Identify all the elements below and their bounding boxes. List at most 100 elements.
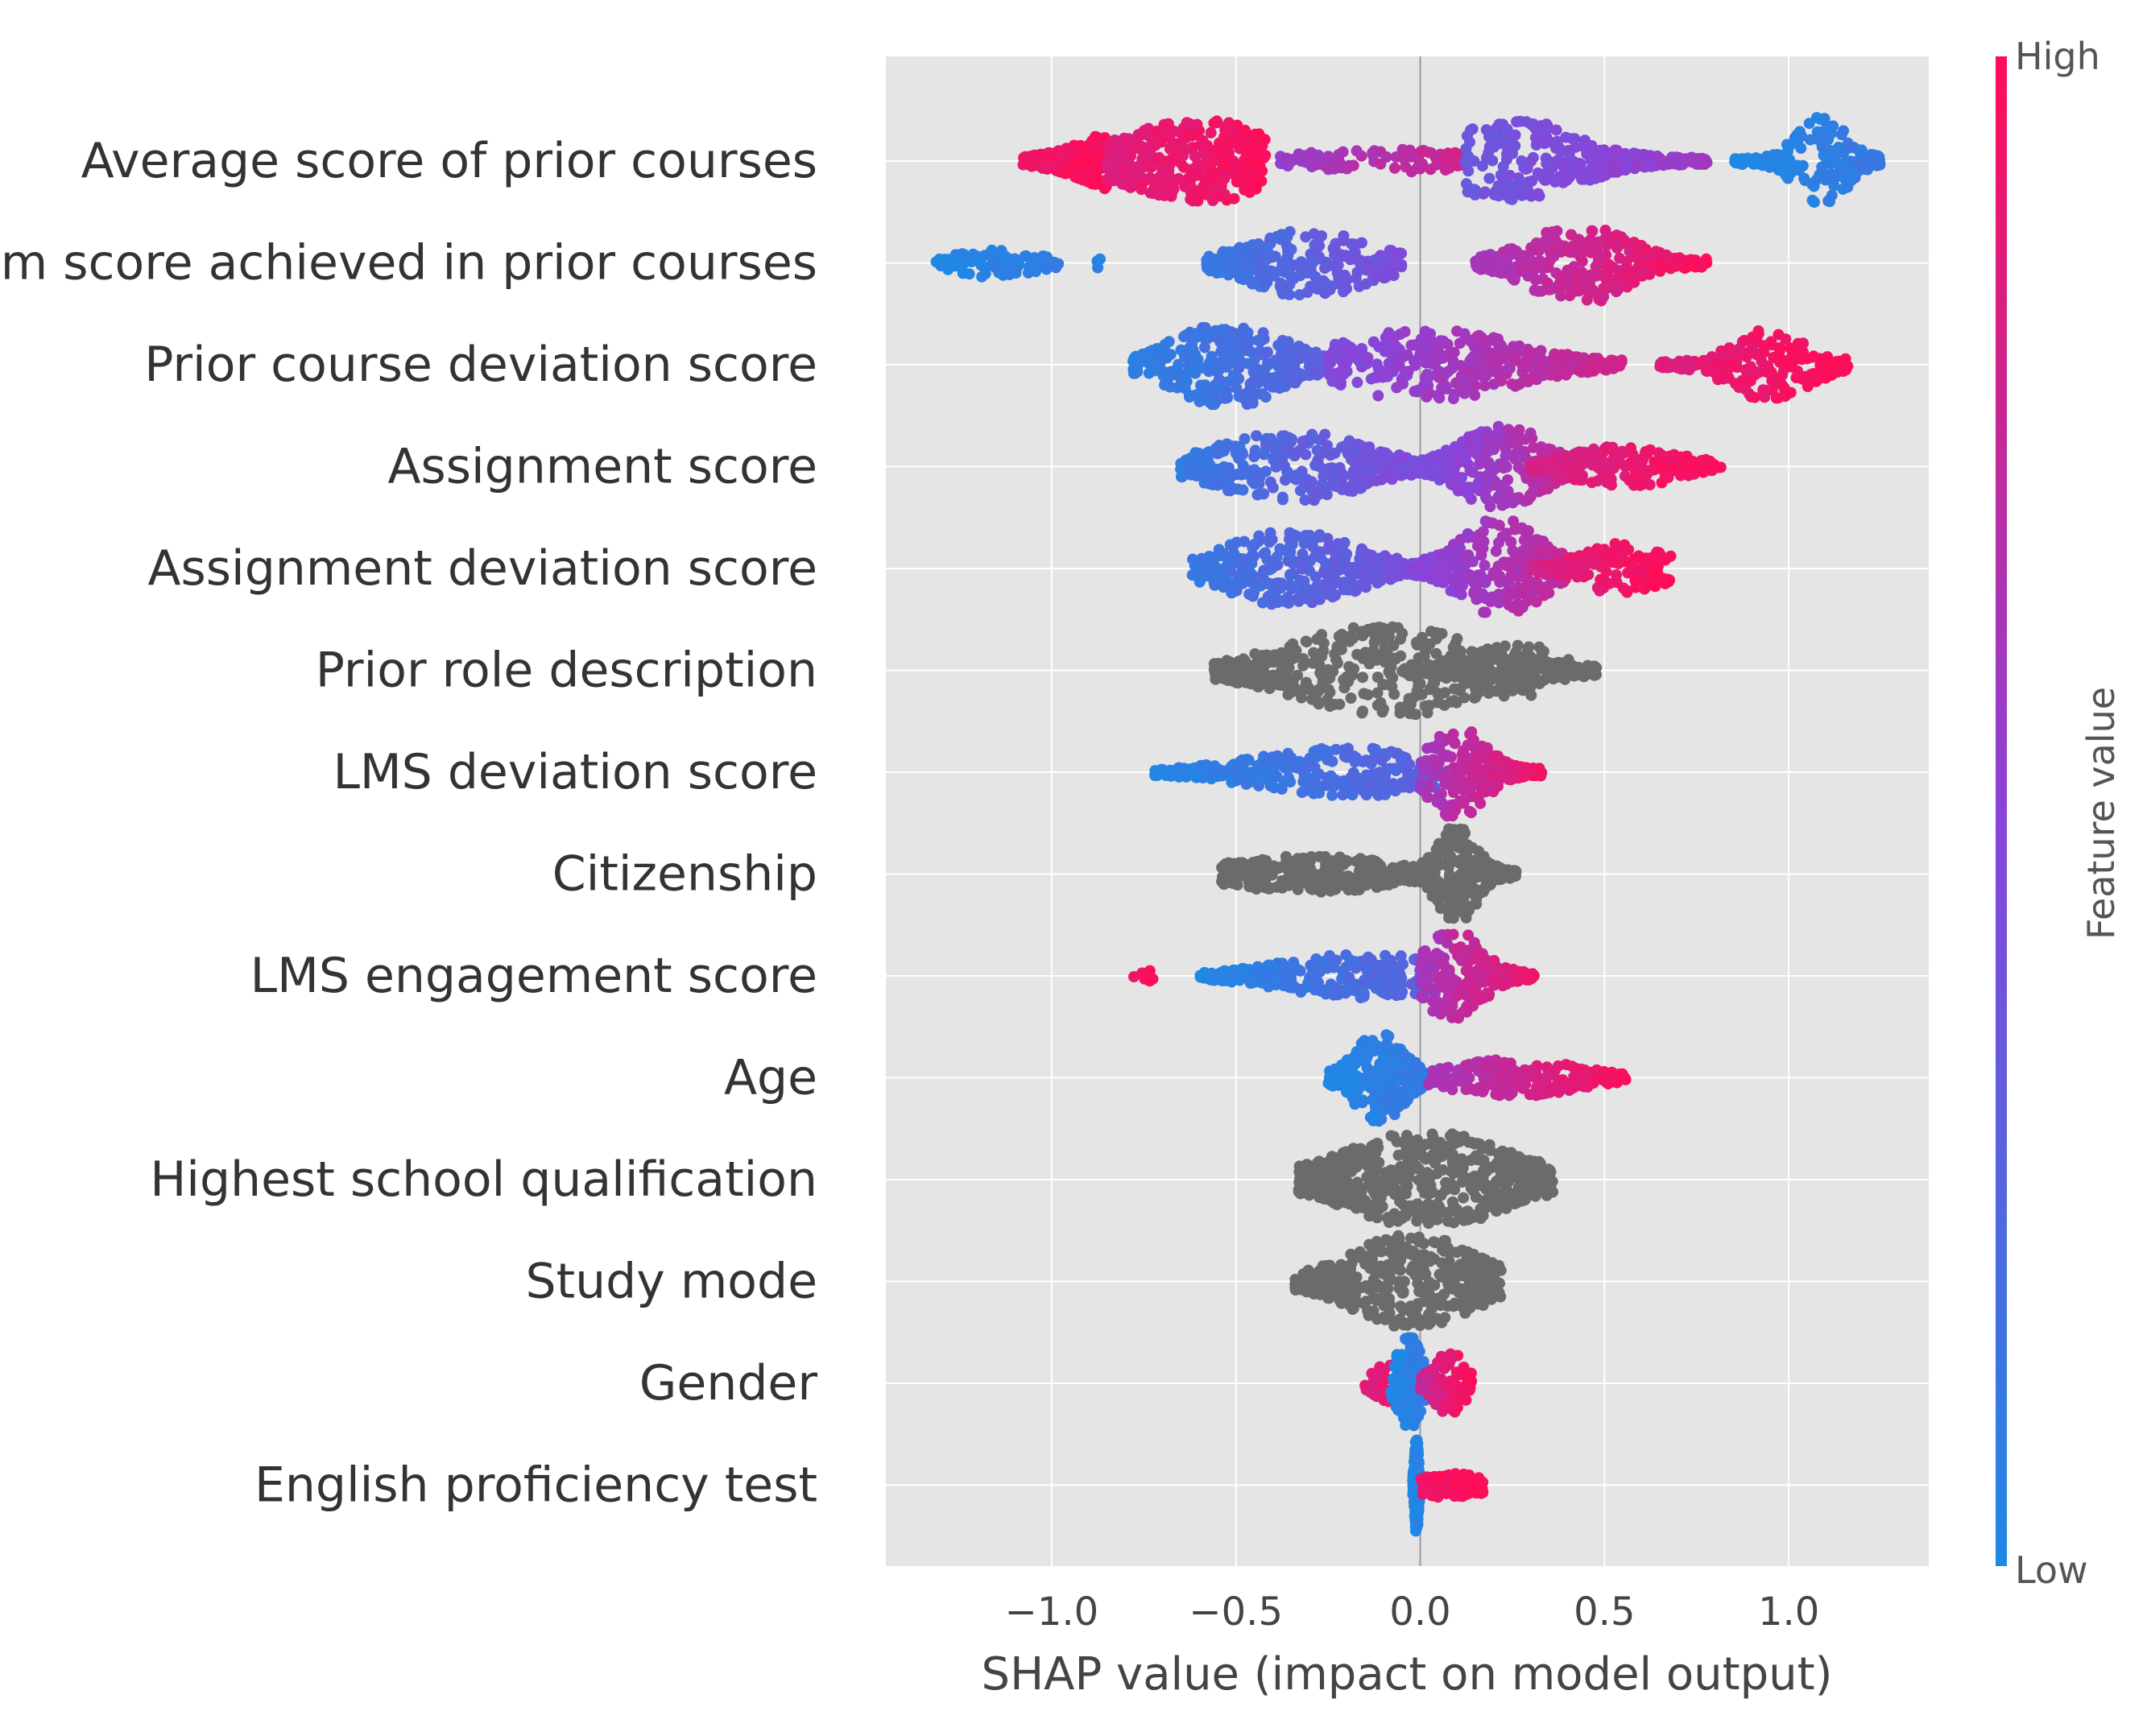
shap-point bbox=[1780, 333, 1792, 345]
shap-point bbox=[1674, 155, 1686, 167]
shap-point bbox=[1301, 636, 1313, 648]
shap-point bbox=[1168, 184, 1180, 195]
shap-point bbox=[1520, 187, 1533, 199]
shap-point bbox=[1340, 250, 1351, 262]
shap-point bbox=[1247, 590, 1259, 602]
shap-point bbox=[1218, 168, 1230, 180]
shap-point bbox=[1195, 379, 1207, 391]
shap-point bbox=[1603, 577, 1615, 589]
shap-point bbox=[1611, 144, 1623, 156]
shap-point bbox=[1149, 139, 1161, 151]
shap-point bbox=[1213, 146, 1225, 158]
shap-point bbox=[1253, 128, 1265, 140]
shap-point bbox=[1391, 382, 1403, 394]
shap-point bbox=[1443, 161, 1455, 173]
shap-point bbox=[1311, 444, 1323, 457]
shap-point bbox=[1243, 465, 1255, 477]
shap-point bbox=[1535, 242, 1547, 254]
shap-point bbox=[1411, 684, 1423, 696]
shap-point bbox=[1204, 161, 1215, 173]
shap-point bbox=[1313, 529, 1326, 541]
shap-point bbox=[1357, 554, 1368, 566]
shap-point bbox=[1869, 151, 1881, 163]
shap-point bbox=[1464, 438, 1476, 450]
shap-point bbox=[1822, 356, 1835, 368]
shap-point bbox=[1296, 563, 1308, 575]
shap-point bbox=[1554, 283, 1566, 295]
shap-point bbox=[1274, 280, 1286, 292]
shap-point bbox=[1372, 451, 1384, 463]
shap-point bbox=[1331, 160, 1343, 172]
shap-point bbox=[1356, 707, 1368, 719]
shap-point bbox=[1488, 130, 1500, 142]
shap-point bbox=[1600, 364, 1612, 376]
shap-point bbox=[1364, 475, 1375, 487]
shap-point bbox=[1343, 346, 1355, 358]
shap-point bbox=[1586, 477, 1598, 489]
shap-point bbox=[1360, 581, 1372, 593]
shap-point bbox=[1252, 334, 1264, 346]
shap-point bbox=[1763, 363, 1774, 374]
shap-point bbox=[1205, 190, 1217, 202]
shap-point bbox=[930, 256, 942, 268]
shap-point bbox=[1592, 157, 1604, 169]
shap-point bbox=[1462, 528, 1474, 539]
shap-point bbox=[1572, 551, 1584, 563]
shap-point bbox=[1498, 460, 1509, 472]
shap-point bbox=[1799, 175, 1811, 187]
shap-point bbox=[1492, 180, 1504, 192]
shap-point bbox=[1142, 357, 1154, 369]
shap-point bbox=[1333, 630, 1345, 643]
shap-point bbox=[1330, 480, 1341, 492]
shap-point bbox=[1367, 336, 1380, 348]
shap-point bbox=[1479, 606, 1491, 618]
shap-point bbox=[1584, 361, 1596, 373]
shap-point bbox=[1375, 158, 1387, 170]
shap-point bbox=[1253, 173, 1265, 185]
shap-point bbox=[1424, 370, 1436, 382]
shap-point bbox=[1311, 633, 1323, 645]
shap-point bbox=[1342, 676, 1355, 688]
shap-point bbox=[1351, 145, 1363, 157]
shap-point bbox=[1251, 489, 1264, 501]
shap-point bbox=[1822, 195, 1835, 207]
shap-point bbox=[1376, 706, 1388, 718]
shap-point bbox=[1285, 155, 1297, 167]
shap-point bbox=[1513, 340, 1525, 352]
shap-point bbox=[1267, 669, 1279, 681]
shap-point bbox=[1282, 336, 1294, 348]
shap-point bbox=[1355, 357, 1367, 369]
shap-point bbox=[1268, 556, 1280, 568]
shap-point bbox=[1300, 530, 1312, 541]
shap-point bbox=[1091, 141, 1103, 153]
shap-point bbox=[1432, 688, 1444, 700]
shap-point bbox=[1818, 149, 1830, 161]
shap-point bbox=[1516, 451, 1528, 463]
shap-point bbox=[1361, 455, 1373, 467]
shap-point bbox=[1793, 164, 1806, 176]
shap-point bbox=[1202, 172, 1213, 184]
shap-point bbox=[1214, 447, 1226, 459]
shap-point bbox=[1529, 284, 1541, 296]
shap-point bbox=[1284, 579, 1296, 591]
shap-point bbox=[1670, 258, 1682, 270]
shap-point bbox=[1605, 354, 1617, 366]
shap-point bbox=[1397, 558, 1409, 570]
shap-point bbox=[1814, 126, 1825, 138]
shap-point bbox=[1486, 591, 1498, 603]
shap-point bbox=[1179, 144, 1191, 156]
shap-point bbox=[1247, 239, 1259, 251]
shap-point bbox=[1844, 155, 1856, 167]
shap-point bbox=[1436, 568, 1448, 581]
shap-point bbox=[1153, 151, 1165, 163]
shap-point bbox=[1322, 440, 1333, 452]
shap-point bbox=[1535, 120, 1547, 132]
shap-point bbox=[1595, 544, 1606, 556]
shap-point bbox=[1738, 334, 1750, 346]
shap-point bbox=[1566, 133, 1578, 145]
shap-point bbox=[1266, 534, 1278, 545]
shap-point bbox=[1212, 479, 1223, 491]
shap-point bbox=[1264, 476, 1276, 488]
shap-point bbox=[1294, 444, 1306, 457]
